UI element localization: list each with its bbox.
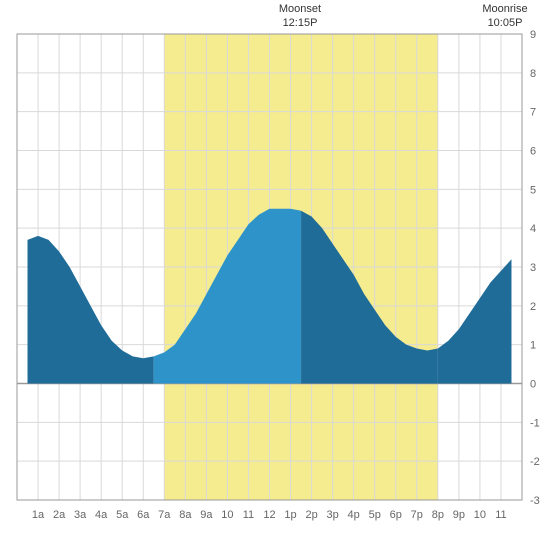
x-tick-label: 2p <box>305 509 317 521</box>
y-tick-label: -2 <box>530 456 540 468</box>
y-tick-label: 2 <box>530 301 536 313</box>
x-tick-label: 7a <box>158 509 171 521</box>
y-tick-label: 8 <box>530 68 536 80</box>
x-tick-label: 4p <box>348 509 360 521</box>
chart-svg: -3-2-101234567891a2a3a4a5a6a7a8a9a101112… <box>0 0 550 550</box>
x-tick-label: 8p <box>432 509 444 521</box>
y-tick-label: 1 <box>530 340 536 352</box>
x-tick-label: 8a <box>179 509 192 521</box>
x-tick-label: 6p <box>390 509 402 521</box>
x-tick-label: 7p <box>411 509 423 521</box>
moonrise-title: Moonrise <box>482 3 527 15</box>
tide-chart: -3-2-101234567891a2a3a4a5a6a7a8a9a101112… <box>0 0 550 550</box>
y-tick-label: 3 <box>530 262 536 274</box>
y-tick-label: -1 <box>530 417 540 429</box>
x-tick-label: 9p <box>453 509 465 521</box>
x-tick-label: 1a <box>32 509 45 521</box>
y-tick-label: 4 <box>530 223 536 235</box>
y-tick-label: -3 <box>530 495 540 507</box>
moonset-time: 12:15P <box>283 17 318 29</box>
x-tick-label: 10 <box>221 509 233 521</box>
x-tick-label: 9a <box>200 509 213 521</box>
x-tick-label: 12 <box>263 509 275 521</box>
x-tick-label: 3p <box>327 509 339 521</box>
x-tick-label: 2a <box>53 509 66 521</box>
y-tick-label: 7 <box>530 107 536 119</box>
x-tick-label: 1p <box>284 509 296 521</box>
moonset-title: Moonset <box>279 3 321 15</box>
moonset-header: Moonset 12:15P <box>270 2 330 31</box>
moonrise-header: Moonrise 10:05P <box>475 2 535 31</box>
y-tick-label: 5 <box>530 184 536 196</box>
x-tick-label: 3a <box>74 509 87 521</box>
x-tick-label: 5a <box>116 509 129 521</box>
y-tick-label: 6 <box>530 146 536 158</box>
x-tick-label: 11 <box>495 509 506 521</box>
x-tick-label: 4a <box>95 509 108 521</box>
x-tick-label: 11 <box>243 509 254 521</box>
x-tick-label: 10 <box>474 509 486 521</box>
y-tick-label: 9 <box>530 29 536 41</box>
x-tick-label: 5p <box>369 509 381 521</box>
x-tick-label: 6a <box>137 509 150 521</box>
moonrise-time: 10:05P <box>488 17 523 29</box>
y-tick-label: 0 <box>530 379 536 391</box>
